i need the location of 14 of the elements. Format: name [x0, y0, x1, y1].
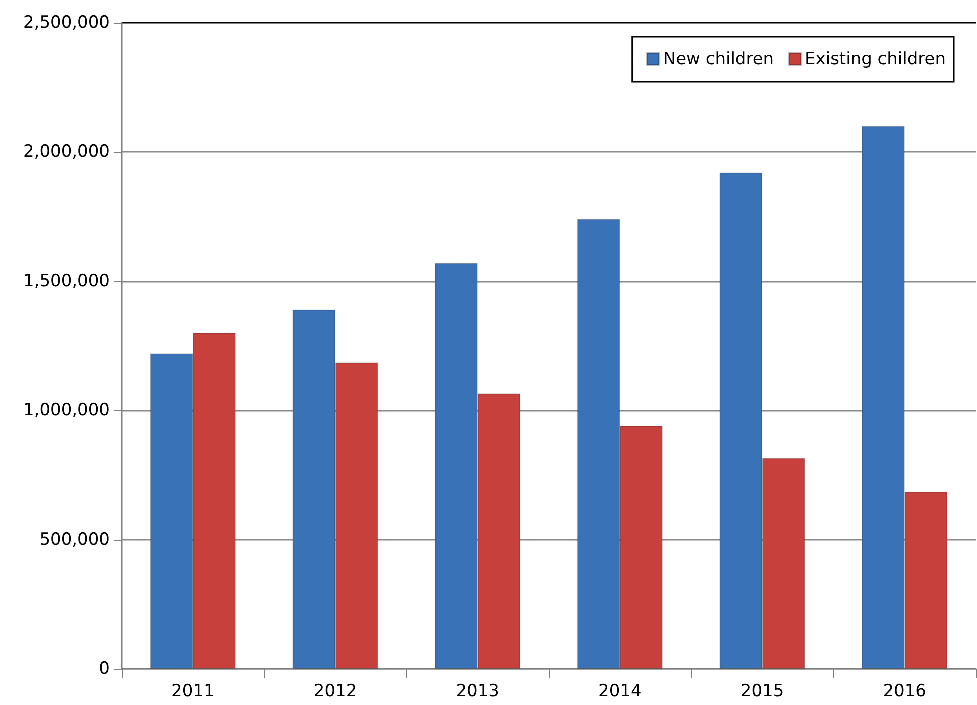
y-tick-label: 2,000,000 [23, 142, 110, 162]
x-tick-label: 2013 [456, 682, 500, 702]
x-tick-label: 2011 [172, 682, 215, 702]
x-tick-label: 2015 [740, 682, 784, 702]
legend-label: Existing children [805, 50, 946, 70]
y-tick-label: 1,000,000 [23, 400, 110, 421]
y-tick-label: 2,500,000 [23, 13, 110, 33]
y-tick-label: 1,500,000 [23, 271, 110, 292]
legend-label: New children [663, 50, 774, 70]
y-tick-label: 500,000 [40, 530, 110, 550]
y-tick-label: 0 [99, 659, 110, 679]
x-tick-label: 2016 [883, 682, 926, 702]
x-tick-label: 2014 [598, 682, 642, 702]
x-tick-label: 2012 [314, 682, 358, 702]
